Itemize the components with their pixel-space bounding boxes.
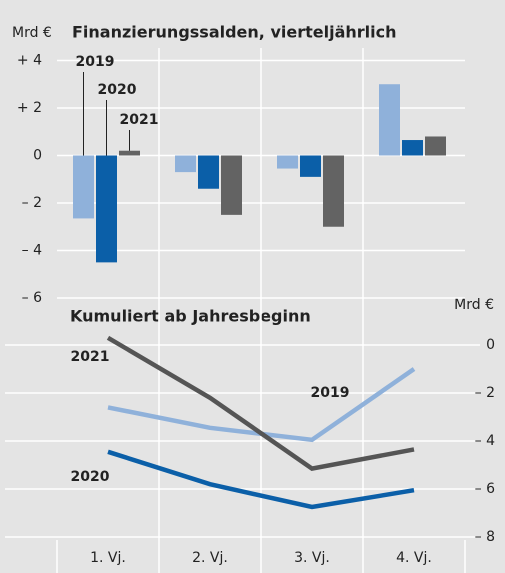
bar: [198, 155, 219, 189]
bar: [323, 155, 344, 227]
y-tick-label: – 8: [475, 529, 495, 545]
y-tick-label: + 4: [17, 52, 42, 68]
x-tick-label: 1. Vj.: [90, 550, 126, 566]
chart-title: Finanzierungssalden, vierteljährlich: [72, 23, 396, 42]
series-label: 2021: [120, 112, 159, 128]
bar: [277, 155, 298, 169]
y-tick-label: – 6: [22, 290, 42, 306]
y-tick-label: 0: [486, 337, 495, 353]
series-label: 2019: [311, 385, 350, 401]
bar: [402, 140, 423, 156]
bar: [119, 150, 140, 156]
y-tick-label: – 2: [475, 385, 495, 401]
series-label: 2020: [71, 469, 110, 485]
bar: [73, 155, 94, 219]
bar: [379, 84, 400, 156]
bar: [300, 155, 321, 177]
series-label: 2020: [98, 82, 137, 98]
bar: [96, 155, 117, 263]
y-tick-label: 0: [33, 147, 42, 163]
x-tick-label: 2. Vj.: [192, 550, 228, 566]
y-tick-label: – 2: [22, 195, 42, 211]
x-tick-label: 3. Vj.: [294, 550, 330, 566]
chart-title: Kumuliert ab Jahresbeginn: [70, 307, 311, 326]
y-unit: Mrd €: [454, 297, 494, 313]
series-label: 2021: [71, 349, 110, 365]
bar: [175, 155, 196, 173]
x-tick-label: 4. Vj.: [396, 550, 432, 566]
series-label: 2019: [76, 54, 115, 70]
line: [107, 449, 415, 510]
y-unit: Mrd €: [12, 25, 52, 41]
y-tick-label: + 2: [17, 100, 42, 116]
y-tick-label: – 6: [475, 481, 495, 497]
bar: [221, 155, 242, 215]
y-tick-label: – 4: [475, 433, 495, 449]
bar: [425, 136, 446, 156]
y-tick-label: – 4: [22, 242, 42, 258]
line: [106, 335, 415, 471]
